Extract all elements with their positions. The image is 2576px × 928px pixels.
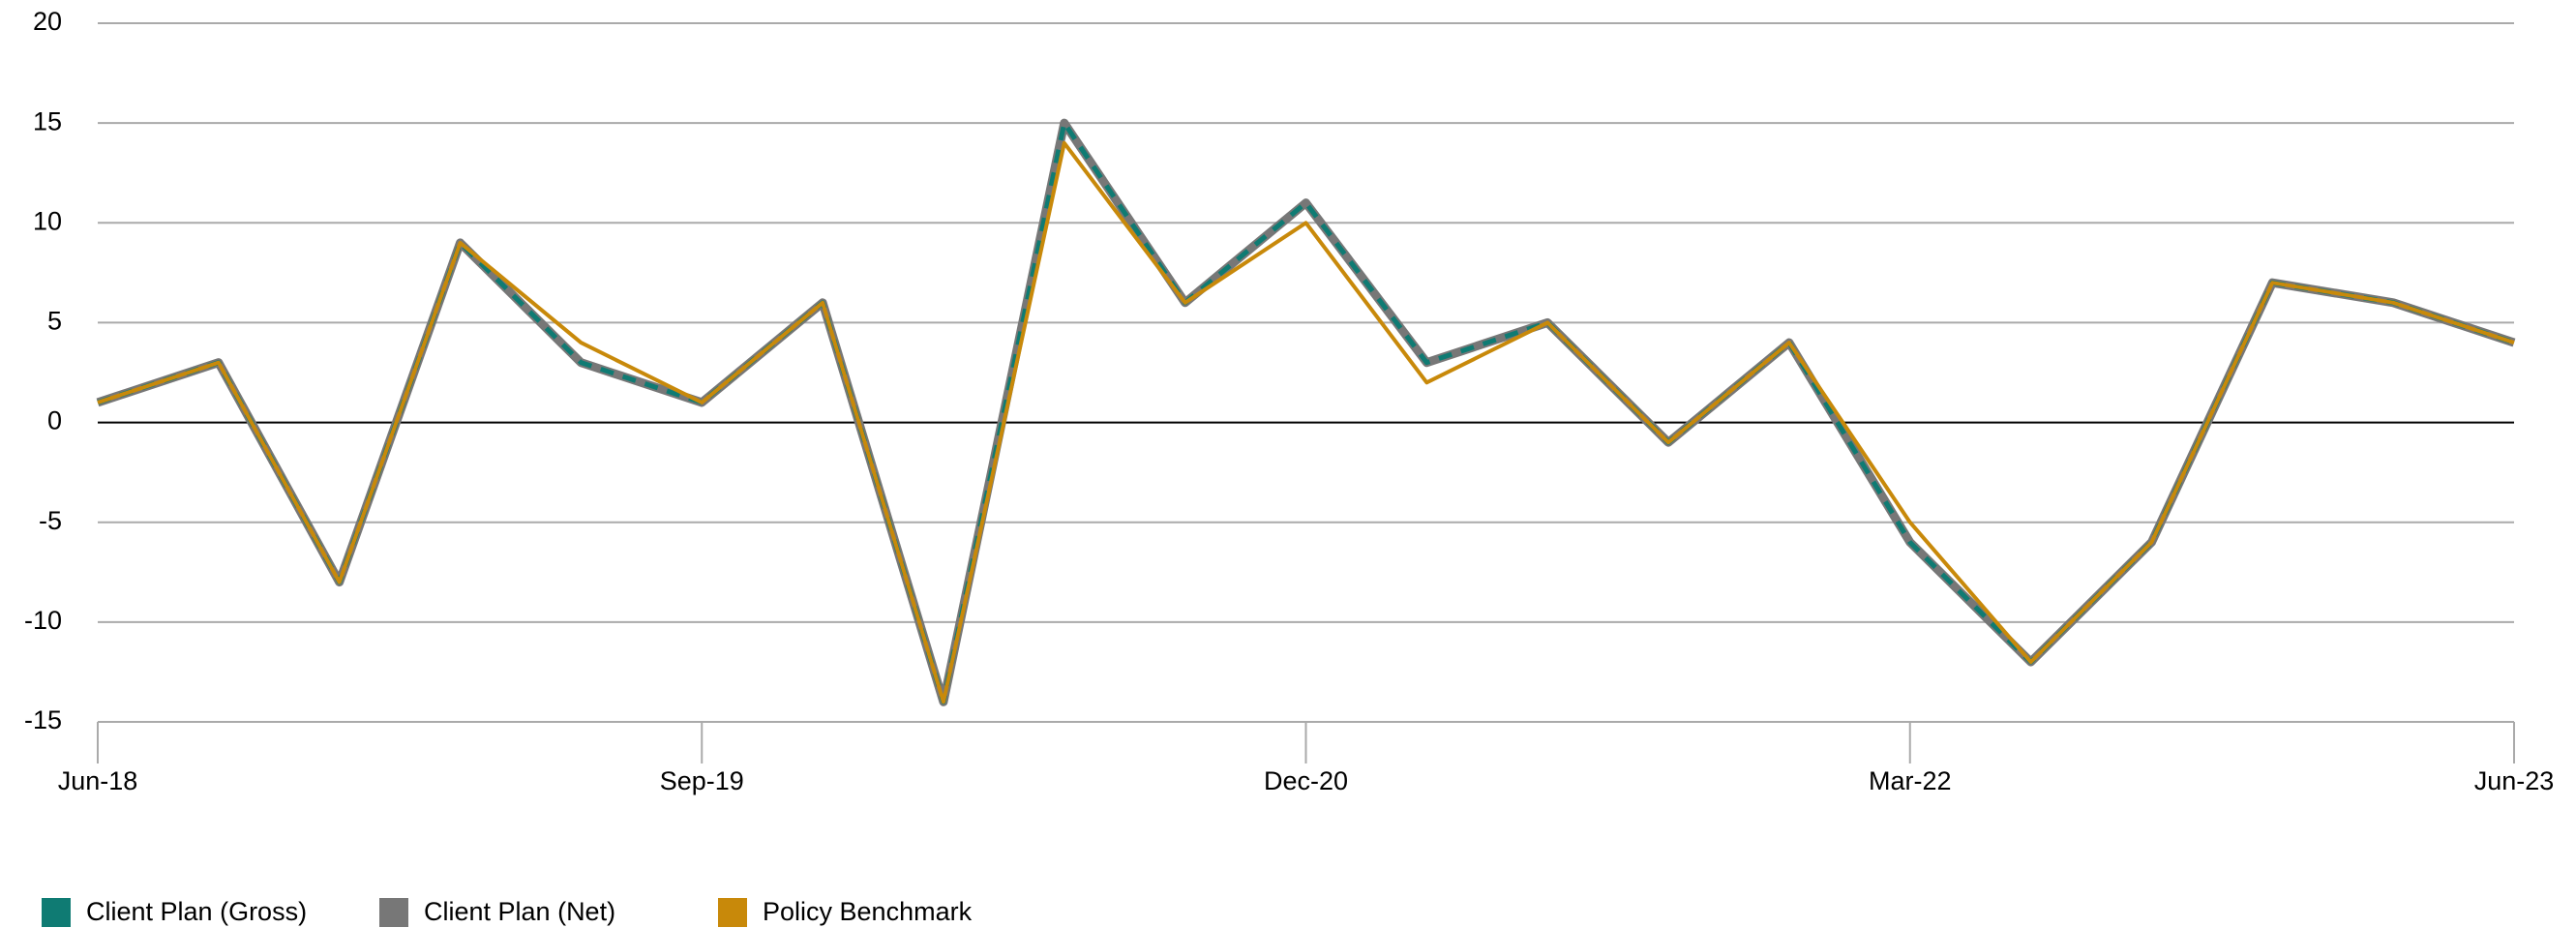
y-tick-label: -10 xyxy=(24,606,62,635)
series-line xyxy=(97,140,2515,704)
legend-label: Policy Benchmark xyxy=(763,897,973,926)
legend-label: Client Plan (Gross) xyxy=(86,897,307,926)
x-tick-label: Mar-22 xyxy=(1869,766,1952,795)
legend-swatch xyxy=(379,898,408,927)
y-tick-label: 5 xyxy=(47,307,62,336)
legend-swatch xyxy=(718,898,747,927)
legend-swatch xyxy=(42,898,71,927)
series-line xyxy=(96,118,2516,706)
x-tick-label: Jun-23 xyxy=(2474,766,2555,795)
x-tick-label: Jun-18 xyxy=(58,766,138,795)
y-tick-label: 0 xyxy=(47,406,62,435)
x-tick-label: Sep-19 xyxy=(660,766,744,795)
y-tick-label: -5 xyxy=(39,506,62,535)
x-tick-label: Dec-20 xyxy=(1264,766,1348,795)
y-tick-label: 10 xyxy=(33,206,62,235)
y-tick-label: 20 xyxy=(33,7,62,36)
legend-label: Client Plan (Net) xyxy=(424,897,615,926)
y-tick-label: 15 xyxy=(33,106,62,135)
y-tick-label: -15 xyxy=(24,705,62,734)
